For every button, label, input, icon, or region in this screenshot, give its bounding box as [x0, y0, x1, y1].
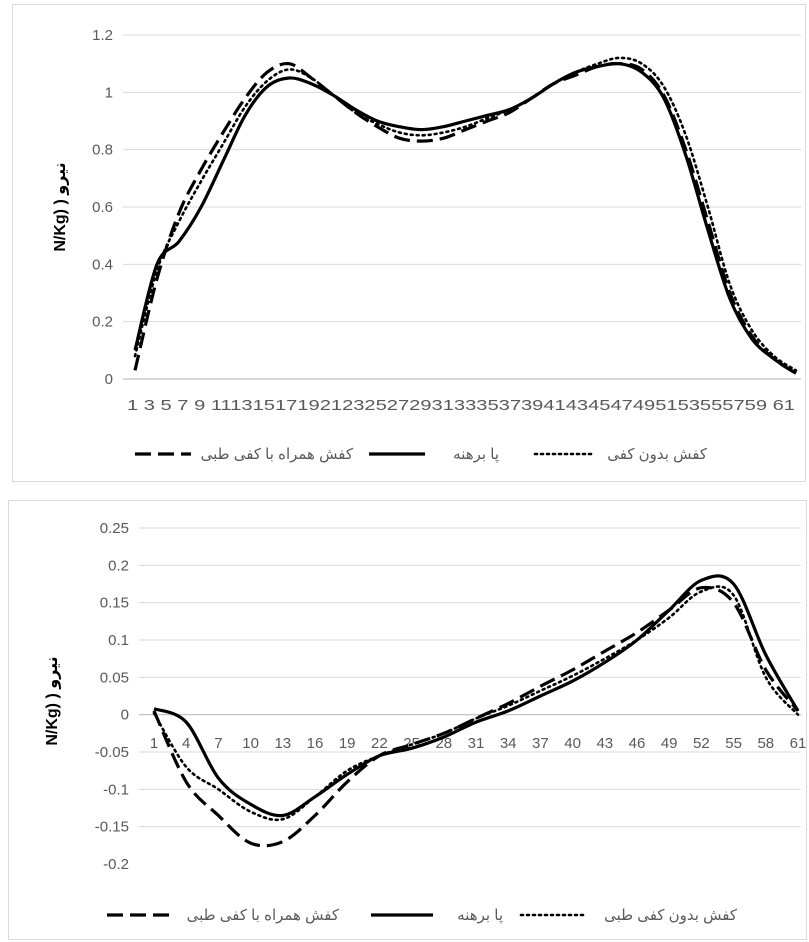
- chart-1-y-tick-label: 0.2: [92, 314, 113, 331]
- chart-2-x-tick-label: 10: [242, 735, 259, 752]
- chart-2-x-tick-label: 19: [339, 735, 356, 752]
- chart-2-x-tick-label: 4: [182, 735, 190, 752]
- chart-1-legend-label: کفش همراه با کفی طبی: [201, 446, 354, 463]
- chart-2-x-tick-label: 49: [661, 735, 678, 752]
- chart-1-series-dashed-line: [133, 61, 797, 375]
- chart-2-series-solid-line: [153, 574, 800, 818]
- chart-1-x-tick-labels: 1 3 5 7 9 111315171921232527293133353739…: [127, 397, 795, 414]
- chart-2-y-axis-label: N/Kg) ) نیرو: [44, 656, 61, 745]
- chart-2-y-tick-label: -0.2: [103, 856, 129, 873]
- chart-2-x-tick-label: 16: [307, 735, 324, 752]
- chart-1-y-axis-label: N/Kg) ) نیرو: [52, 162, 69, 251]
- chart-1-y-tick-label: 0: [105, 371, 113, 388]
- chart-2-x-tick-label: 40: [564, 735, 581, 752]
- chart-2-x-tick-label: 7: [214, 735, 222, 752]
- chart-1-series-dotted-line: [133, 56, 798, 372]
- chart-1-svg: 0 0.2 0.4 0.6 0.8 1 1.2 1 3 5 7 9 1113151719212…: [52, 27, 801, 464]
- chart-2-x-tick-label: 13: [274, 735, 291, 752]
- chart-2-x-tick-label: 43: [596, 735, 613, 752]
- chart-2-series-dotted-line: [152, 585, 800, 822]
- chart-2-y-tick-label: 0.1: [108, 632, 129, 649]
- chart-2-x-tick-label: 37: [532, 735, 549, 752]
- chart-2-x-tick-label: 31: [468, 735, 485, 752]
- chart-1-legend-label: پا برهنه: [453, 446, 499, 464]
- chart-2-y-tick-label: 0.15: [100, 595, 129, 612]
- chart-1: 0 0.2 0.4 0.6 0.8 1 1.2 1 3 5 7 9 1113151719212…: [12, 4, 806, 482]
- chart-2-x-tick-label: 1: [150, 735, 158, 752]
- chart-2-series-dashed-line: [152, 585, 800, 848]
- chart-2-x-tick-label: 52: [693, 735, 710, 752]
- chart-2-legend-label: کفش بدون کفی طبی: [604, 907, 738, 924]
- chart-2-x-tick-label: 58: [757, 735, 774, 752]
- chart-2-y-tick-label: 0: [121, 707, 129, 724]
- chart-2-x-tick-label: 22: [371, 735, 388, 752]
- chart-2-y-tick-label: -0.05: [95, 744, 129, 761]
- chart-2-svg: -0.2 -0.15 -0.1 -0.05 0 0.05 0.1 0.15 0.2 0.25 1 4 7…: [44, 520, 807, 925]
- chart-1-series-solid-line: [133, 61, 797, 375]
- chart-2-x-tick-label: 61: [790, 735, 807, 752]
- chart-1-y-tick-label: 0.8: [92, 142, 113, 159]
- chart-2-x-tick-label: 55: [725, 735, 742, 752]
- chart-1-legend-label: کفش بدون کفی: [607, 446, 708, 463]
- chart-1-y-tick-label: 0.6: [92, 199, 113, 216]
- chart-1-y-tick-label: 1: [105, 84, 113, 101]
- chart-2-y-tick-label: -0.15: [95, 819, 129, 836]
- chart-1-y-tick-label: 1.2: [92, 27, 113, 44]
- chart-2-legend-label: پا برهنه: [457, 907, 503, 925]
- chart-2-y-tick-label: -0.1: [103, 781, 129, 798]
- chart-2-y-tick-label: 0.25: [100, 520, 129, 537]
- chart-2-x-tick-label: 46: [629, 735, 646, 752]
- chart-1-y-tick-label: 0.4: [92, 256, 113, 273]
- chart-2-legend-label: کفش همراه با کفی طبی: [187, 907, 340, 924]
- chart-2-y-tick-label: 0.05: [100, 669, 129, 686]
- chart-2: -0.2 -0.15 -0.1 -0.05 0 0.05 0.1 0.15 0.2 0.25 1 4 7…: [8, 500, 807, 940]
- chart-2-y-tick-label: 0.2: [108, 557, 129, 574]
- chart-2-x-tick-label: 34: [500, 735, 517, 752]
